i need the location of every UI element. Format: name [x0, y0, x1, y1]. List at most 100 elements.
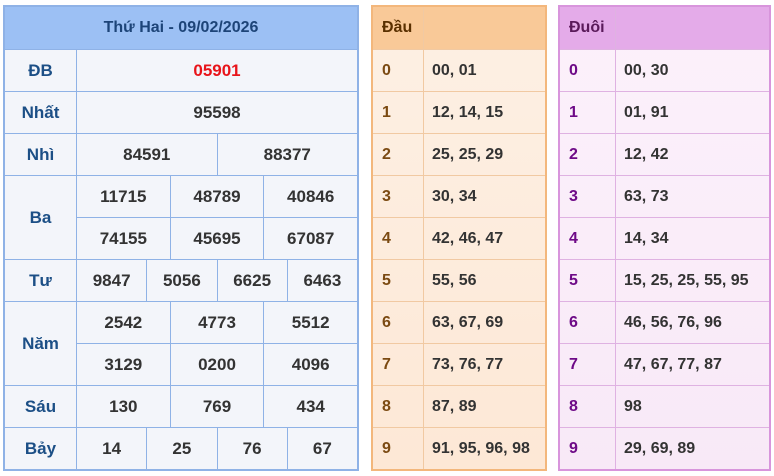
- prize-number: 76: [216, 428, 287, 469]
- prize-number: 95598: [193, 102, 241, 122]
- duoi-digit: 3: [560, 176, 616, 217]
- dau-digit: 2: [373, 134, 424, 175]
- prize-subrow: 3129 0200 4096: [77, 343, 357, 385]
- prize-number: 45695: [169, 218, 264, 259]
- prize-number: 5512: [263, 302, 357, 343]
- prize-values: 14 25 76 67: [77, 428, 357, 469]
- dau-digit: 3: [373, 176, 424, 217]
- dau-row: 9 91, 95, 96, 98: [373, 427, 545, 469]
- prize-number: 67087: [263, 218, 357, 259]
- duoi-row: 2 12, 42: [560, 133, 769, 175]
- prize-subrow: 95598: [77, 92, 357, 133]
- prize-row: Bảy 14 25 76 67: [5, 428, 357, 469]
- dau-row: 7 73, 76, 77: [373, 343, 545, 385]
- prize-subrow: 84591 88377: [77, 134, 357, 175]
- prize-label: Nhì: [5, 134, 77, 175]
- dau-values: 25, 25, 29: [432, 145, 504, 163]
- duoi-values: 01, 91: [624, 103, 669, 121]
- prize-number: 434: [263, 386, 357, 427]
- duoi-digit: 9: [560, 428, 616, 469]
- prize-row: Nhì 84591 88377: [5, 134, 357, 176]
- dau-digit: 4: [373, 218, 424, 259]
- duoi-digit: 2: [560, 134, 616, 175]
- prize-row: Năm 2542 4773 5512 3129 0200 4096: [5, 302, 357, 386]
- prize-row: Nhất 95598: [5, 92, 357, 134]
- duoi-digit: 1: [560, 92, 616, 133]
- prize-number: 11715: [100, 186, 147, 206]
- duoi-values: 98: [624, 397, 642, 415]
- duoi-digit: 7: [560, 344, 616, 385]
- dau-digit: 9: [373, 428, 424, 469]
- duoi-values: 12, 42: [624, 145, 669, 163]
- prize-number: 769: [169, 386, 264, 427]
- dau-digit: 1: [373, 92, 424, 133]
- prize-values: 2542 4773 5512 3129 0200 4096: [77, 302, 357, 385]
- duoi-values: 46, 56, 76, 96: [624, 313, 722, 331]
- duoi-row: 3 63, 73: [560, 175, 769, 217]
- prize-number: 4773: [169, 302, 264, 343]
- dau-values: 73, 76, 77: [432, 355, 504, 373]
- duoi-values: 14, 34: [624, 229, 669, 247]
- prize-subrow: 14 25 76 67: [77, 428, 357, 469]
- prize-number: 4096: [263, 344, 357, 385]
- dau-values: 30, 34: [432, 187, 477, 205]
- duoi-row: 6 46, 56, 76, 96: [560, 301, 769, 343]
- dau-row: 8 87, 89: [373, 385, 545, 427]
- dau-values: 87, 89: [432, 397, 477, 415]
- prize-label: Năm: [5, 302, 77, 385]
- dau-header: Đầu: [373, 7, 424, 49]
- dau-values: 12, 14, 15: [432, 103, 504, 121]
- prize-number: 3129: [104, 354, 143, 374]
- prize-number: 0200: [169, 344, 264, 385]
- duoi-row: 9 29, 69, 89: [560, 427, 769, 469]
- prize-number: 2542: [104, 312, 143, 332]
- prize-row: Sáu 130 769 434: [5, 386, 357, 428]
- duoi-values: 47, 67, 77, 87: [624, 355, 722, 373]
- prize-number: 67: [286, 428, 357, 469]
- duoi-header: Đuôi: [560, 7, 616, 49]
- prize-values: 95598: [77, 92, 357, 133]
- special-prize-number: 05901: [193, 60, 241, 80]
- prize-number: 9847: [92, 270, 131, 290]
- prize-values: 84591 88377: [77, 134, 357, 175]
- dau-row: 4 42, 46, 47: [373, 217, 545, 259]
- prize-number: 40846: [263, 176, 357, 217]
- dau-values: 91, 95, 96, 98: [432, 439, 530, 457]
- duoi-digit: 5: [560, 260, 616, 301]
- dau-values: 55, 56: [432, 271, 477, 289]
- prize-row: Tư 9847 5056 6625 6463: [5, 260, 357, 302]
- dau-row: 1 12, 14, 15: [373, 91, 545, 133]
- duoi-row: 1 01, 91: [560, 91, 769, 133]
- duoi-digit: 4: [560, 218, 616, 259]
- duoi-row: 5 15, 25, 25, 55, 95: [560, 259, 769, 301]
- prize-number: 14: [102, 438, 122, 458]
- prize-number: 48789: [169, 176, 264, 217]
- dau-row: 0 00, 01: [373, 49, 545, 91]
- duoi-row: 8 98: [560, 385, 769, 427]
- prize-label: Sáu: [5, 386, 77, 427]
- duoi-values: 15, 25, 25, 55, 95: [624, 271, 749, 289]
- prize-number: 5056: [146, 260, 216, 301]
- dau-digit: 8: [373, 386, 424, 427]
- duoi-digit: 0: [560, 50, 616, 91]
- prize-subrow: 130 769 434: [77, 386, 357, 427]
- dau-digit: 0: [373, 50, 424, 91]
- prize-label: Bảy: [5, 428, 77, 469]
- prize-values: 11715 48789 40846 74155 45695 67087: [77, 176, 357, 259]
- dau-values: 00, 01: [432, 61, 477, 79]
- duoi-row: 7 47, 67, 77, 87: [560, 343, 769, 385]
- prize-values: 9847 5056 6625 6463: [77, 260, 357, 301]
- prize-number: 88377: [216, 134, 358, 175]
- duoi-row: 0 00, 30: [560, 49, 769, 91]
- prize-number: 74155: [99, 228, 147, 248]
- dau-row: 2 25, 25, 29: [373, 133, 545, 175]
- prize-subrow: 05901: [77, 50, 357, 91]
- prize-row: Ba 11715 48789 40846 74155 45695 67087: [5, 176, 357, 260]
- dau-digit: 7: [373, 344, 424, 385]
- dau-values: 42, 46, 47: [432, 229, 504, 247]
- prize-label: Tư: [5, 260, 77, 301]
- dau-row: 5 55, 56: [373, 259, 545, 301]
- duoi-table: Đuôi 0 00, 30 1 01, 91 2 12, 42 3 63, 73 4 14, 34…: [558, 5, 771, 471]
- duoi-digit: 6: [560, 302, 616, 343]
- dau-row: 6 63, 67, 69: [373, 301, 545, 343]
